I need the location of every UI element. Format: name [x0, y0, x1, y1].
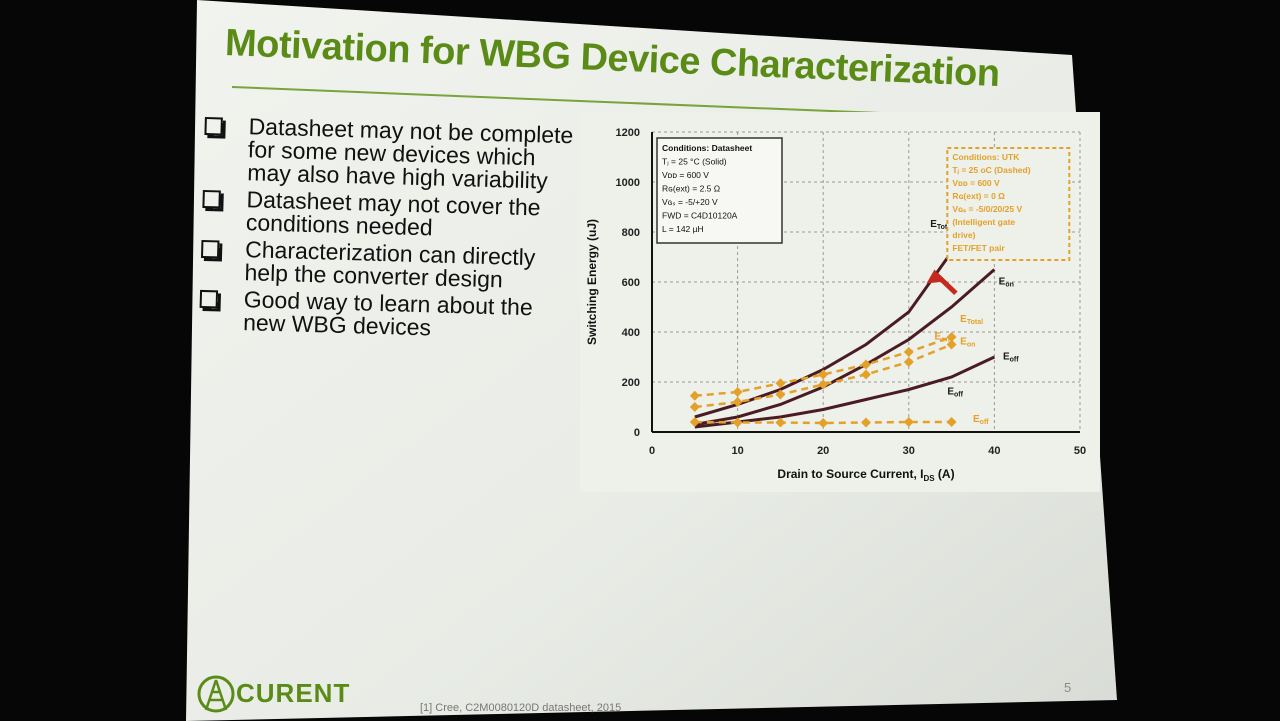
- datasheet-condition-line: Vɢₛ = -5/+20 V: [662, 197, 718, 207]
- series-label: Eon: [934, 332, 949, 344]
- x-tick-label: 20: [817, 445, 829, 457]
- utk-condition-line: Conditions: UTK: [952, 152, 1020, 162]
- bullet-text: Datasheet may not cover the conditions n…: [245, 186, 541, 241]
- series-label: Eoff: [973, 414, 989, 426]
- utk-condition-line: Tⱼ = 25 oC (Dashed): [952, 165, 1030, 175]
- series-line-eoff-solid: [694, 355, 996, 429]
- data-point-marker: [903, 417, 914, 427]
- footnote: [1] Cree, C2M0080120D datasheet, 2015: [420, 702, 622, 714]
- tower-logo-icon: [197, 675, 235, 713]
- datasheet-condition-line: Conditions: Datasheet: [662, 143, 752, 153]
- utk-condition-line: FET/FET pair: [952, 243, 1005, 253]
- checkbox-bullet-icon: [200, 239, 220, 259]
- datasheet-condition-line: L = 142 µH: [662, 224, 704, 234]
- x-tick-label: 10: [731, 445, 743, 457]
- y-tick-label: 0: [634, 427, 640, 439]
- y-tick-label: 1000: [616, 177, 640, 189]
- datasheet-conditions-box: [656, 137, 783, 244]
- data-point-marker: [946, 417, 957, 427]
- switching-energy-chart: 0 10 20 30 40 50 0 200 400 600 800 1000 1200 Drain to…: [580, 112, 1100, 492]
- utk-condition-line: Rɢ(ext) = 0 Ω: [952, 191, 1005, 201]
- checkbox-bullet-icon: [199, 289, 219, 309]
- bullet-item: Good way to learn about the new WBG devi…: [199, 286, 580, 344]
- datasheet-condition-line: Rɢ(ext) = 2.5 Ω: [662, 184, 720, 194]
- series-label: Eoff: [1003, 352, 1019, 364]
- red-arrow-head-icon: [926, 269, 945, 284]
- utk-condition-line: Vᴅᴅ = 600 V: [952, 178, 1000, 188]
- bullet-item: Characterization can directly help the c…: [200, 236, 581, 294]
- y-axis-label: Switching Energy (uJ): [585, 219, 599, 345]
- datasheet-condition-line: Vᴅᴅ = 600 V: [662, 170, 709, 180]
- data-point-marker: [861, 369, 871, 380]
- utk-condition-line: Vɢₛ = -5/0/20/25 V: [952, 204, 1022, 214]
- data-point-marker: [861, 417, 871, 428]
- checkbox-bullet-icon: [204, 116, 223, 136]
- y-tick-label: 1200: [616, 127, 640, 139]
- x-tick-label: 30: [903, 445, 915, 457]
- bullet-list: Datasheet may not be complete for some n…: [199, 113, 585, 348]
- logo-text: CURENT: [236, 678, 351, 708]
- data-point-marker: [903, 357, 914, 367]
- utk-condition-line: (Intelligent gate: [952, 217, 1015, 227]
- series-label: Eoff: [947, 387, 963, 399]
- y-tick-label: 800: [622, 227, 640, 239]
- series-label: Eon: [999, 277, 1014, 289]
- x-tick-label: 0: [649, 445, 655, 457]
- data-point-marker: [903, 347, 914, 357]
- datasheet-condition-line: Tⱼ = 25 °C (Solid): [662, 157, 727, 167]
- x-axis-label: Drain to Source Current, IDS (A): [777, 467, 954, 483]
- x-tick-label: 50: [1074, 445, 1086, 457]
- utk-conditions-box: [946, 147, 1071, 261]
- bullet-text: Good way to learn about the new WBG devi…: [242, 286, 534, 341]
- y-tick-label: 200: [622, 377, 640, 389]
- bullet-text: Datasheet may not be complete for some n…: [247, 113, 574, 194]
- y-tick-label: 400: [622, 327, 640, 339]
- series-line-eon-solid: [694, 268, 996, 426]
- y-tick-label: 600: [622, 277, 640, 289]
- series-label: Eon: [960, 337, 975, 349]
- utk-condition-line: drive): [952, 230, 975, 240]
- series-label: ETotal: [960, 314, 983, 326]
- page-number: 5: [1064, 680, 1072, 695]
- x-tick-label: 40: [988, 445, 1000, 457]
- bullet-item: Datasheet may not be complete for some n…: [203, 113, 585, 194]
- series-label: ETotal: [930, 219, 953, 231]
- bullet-text: Characterization can directly help the c…: [244, 236, 536, 293]
- datasheet-condition-line: FWD = C4D10120A: [662, 211, 738, 221]
- checkbox-bullet-icon: [202, 189, 221, 209]
- bullet-item: Datasheet may not cover the conditions n…: [202, 186, 583, 244]
- curent-logo: CURENT: [196, 672, 386, 720]
- data-point-marker: [861, 359, 871, 370]
